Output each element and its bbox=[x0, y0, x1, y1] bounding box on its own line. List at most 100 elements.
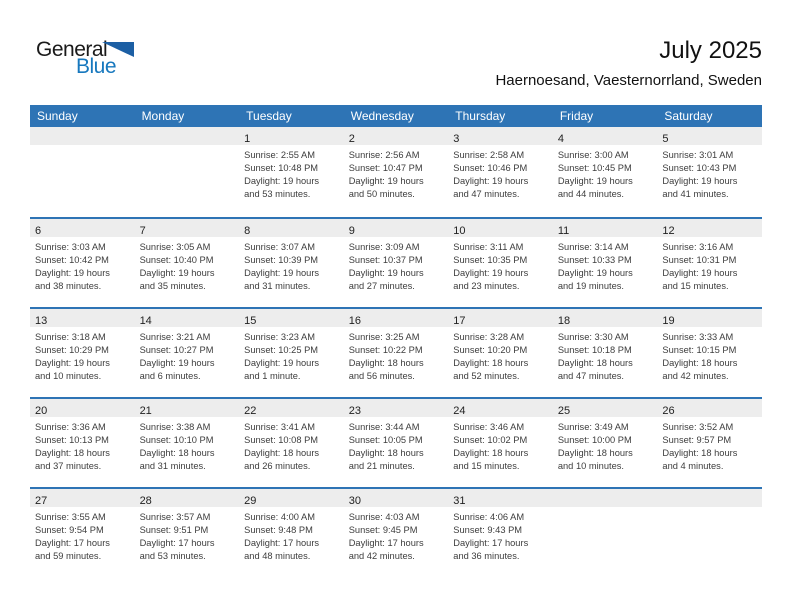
day-number: 15 bbox=[244, 315, 257, 327]
sunrise-text: Sunrise: 3:09 AM bbox=[348, 242, 420, 252]
day-cell: 11 Sunrise: 3:14 AM Sunset: 10:33 PM Day… bbox=[552, 219, 658, 307]
day-info: Sunrise: 3:57 AM Sunset: 9:51 PM Dayligh… bbox=[135, 507, 240, 563]
day-number-band bbox=[657, 489, 762, 507]
day-cell: 20 Sunrise: 3:36 AM Sunset: 10:13 PM Day… bbox=[30, 399, 135, 487]
day-info: Sunrise: 3:09 AM Sunset: 10:37 PM Daylig… bbox=[344, 237, 449, 293]
day-number: 13 bbox=[35, 315, 48, 327]
sunrise-text: Sunrise: 3:57 AM bbox=[139, 512, 211, 522]
day-cell: 26 Sunrise: 3:52 AM Sunset: 9:57 PM Dayl… bbox=[657, 399, 762, 487]
page-subtitle: Haernoesand, Vaesternorrland, Sweden bbox=[495, 72, 762, 89]
day-number: 10 bbox=[453, 225, 466, 237]
daylight-text: Daylight: 18 hours and 52 minutes. bbox=[453, 358, 529, 381]
sunset-text: Sunset: 10:48 PM bbox=[244, 163, 319, 173]
day-cell: 17 Sunrise: 3:28 AM Sunset: 10:20 PM Day… bbox=[448, 309, 553, 397]
sunset-text: Sunset: 10:18 PM bbox=[557, 345, 632, 355]
day-info: Sunrise: 3:36 AM Sunset: 10:13 PM Daylig… bbox=[30, 417, 135, 473]
sunset-text: Sunset: 10:31 PM bbox=[662, 255, 737, 265]
daylight-text: Daylight: 18 hours and 10 minutes. bbox=[557, 448, 633, 471]
day-number: 14 bbox=[139, 315, 152, 327]
weekday-header: Monday bbox=[141, 109, 185, 123]
day-cell: 14 Sunrise: 3:21 AM Sunset: 10:27 PM Day… bbox=[134, 309, 240, 397]
day-number-band bbox=[552, 489, 658, 507]
day-cell: 8 Sunrise: 3:07 AM Sunset: 10:39 PM Dayl… bbox=[239, 219, 344, 307]
day-number: 23 bbox=[348, 405, 361, 417]
day-cell: 25 Sunrise: 3:49 AM Sunset: 10:00 PM Day… bbox=[552, 399, 658, 487]
daylight-text: Daylight: 19 hours and 31 minutes. bbox=[244, 268, 320, 291]
day-cell: 6 Sunrise: 3:03 AM Sunset: 10:42 PM Dayl… bbox=[30, 219, 135, 307]
daylight-text: Daylight: 18 hours and 31 minutes. bbox=[139, 448, 215, 471]
sunrise-text: Sunrise: 3:44 AM bbox=[348, 422, 420, 432]
day-info: Sunrise: 3:14 AM Sunset: 10:33 PM Daylig… bbox=[553, 237, 658, 293]
day-info: Sunrise: 3:55 AM Sunset: 9:54 PM Dayligh… bbox=[30, 507, 135, 563]
day-number: 19 bbox=[662, 315, 675, 327]
sunrise-text: Sunrise: 3:30 AM bbox=[557, 332, 629, 342]
daylight-text: Daylight: 18 hours and 21 minutes. bbox=[348, 448, 424, 471]
daylight-text: Daylight: 17 hours and 59 minutes. bbox=[35, 538, 110, 561]
sunrise-text: Sunrise: 3:38 AM bbox=[139, 422, 211, 432]
day-number-band: 27 bbox=[30, 489, 135, 507]
day-number: 29 bbox=[244, 495, 257, 507]
day-info bbox=[135, 145, 240, 149]
day-number: 5 bbox=[662, 133, 669, 145]
sunrise-text: Sunrise: 3:49 AM bbox=[557, 422, 629, 432]
sunrise-text: Sunrise: 3:55 AM bbox=[35, 512, 106, 522]
sunset-text: Sunset: 10:00 PM bbox=[557, 435, 632, 445]
daylight-text: Daylight: 17 hours and 48 minutes. bbox=[244, 538, 320, 561]
day-number-band: 31 bbox=[448, 489, 553, 507]
day-number-band: 14 bbox=[134, 309, 240, 327]
day-number-band bbox=[30, 127, 135, 145]
day-cell bbox=[30, 127, 135, 217]
day-info: Sunrise: 3:05 AM Sunset: 10:40 PM Daylig… bbox=[135, 237, 240, 293]
day-info: Sunrise: 2:58 AM Sunset: 10:46 PM Daylig… bbox=[448, 145, 553, 201]
daylight-text: Daylight: 19 hours and 10 minutes. bbox=[35, 358, 110, 381]
day-cell: 12 Sunrise: 3:16 AM Sunset: 10:31 PM Day… bbox=[657, 219, 762, 307]
day-info bbox=[657, 507, 762, 511]
day-info: Sunrise: 3:00 AM Sunset: 10:45 PM Daylig… bbox=[553, 145, 658, 201]
day-number: 16 bbox=[348, 315, 361, 327]
day-number: 22 bbox=[244, 405, 257, 417]
day-number-band: 20 bbox=[30, 399, 135, 417]
day-cell: 7 Sunrise: 3:05 AM Sunset: 10:40 PM Dayl… bbox=[134, 219, 240, 307]
sunset-text: Sunset: 9:54 PM bbox=[35, 525, 104, 535]
daylight-text: Daylight: 18 hours and 56 minutes. bbox=[348, 358, 424, 381]
sunrise-text: Sunrise: 3:14 AM bbox=[557, 242, 629, 252]
day-number: 18 bbox=[557, 315, 571, 327]
day-number-band bbox=[134, 127, 240, 145]
day-cell: 31 Sunrise: 4:06 AM Sunset: 9:43 PM Dayl… bbox=[448, 489, 553, 577]
calendar-table: Sunday Monday Tuesday Wednesday Thursday Frid… bbox=[30, 105, 762, 577]
day-number-band: 10 bbox=[448, 219, 553, 237]
sunrise-text: Sunrise: 3:28 AM bbox=[453, 332, 525, 342]
day-info bbox=[553, 507, 658, 511]
sunset-text: Sunset: 10:20 PM bbox=[453, 345, 528, 355]
day-number-band: 11 bbox=[552, 219, 658, 237]
daylight-text: Daylight: 19 hours and 6 minutes. bbox=[139, 358, 215, 381]
day-cell: 28 Sunrise: 3:57 AM Sunset: 9:51 PM Dayl… bbox=[134, 489, 240, 577]
flag-triangle-icon bbox=[102, 42, 134, 57]
day-info: Sunrise: 3:30 AM Sunset: 10:18 PM Daylig… bbox=[553, 327, 658, 383]
day-info: Sunrise: 3:07 AM Sunset: 10:39 PM Daylig… bbox=[239, 237, 344, 293]
day-number: 12 bbox=[662, 225, 675, 237]
day-number: 3 bbox=[453, 133, 460, 145]
day-number: 1 bbox=[244, 133, 251, 145]
week-row: 27 Sunrise: 3:55 AM Sunset: 9:54 PM Dayl… bbox=[30, 487, 762, 577]
sunrise-text: Sunrise: 3:52 AM bbox=[662, 422, 734, 432]
sunrise-text: Sunrise: 3:07 AM bbox=[244, 242, 315, 252]
day-number-band: 23 bbox=[343, 399, 449, 417]
week-row: 6 Sunrise: 3:03 AM Sunset: 10:42 PM Dayl… bbox=[30, 217, 762, 307]
day-number-band: 29 bbox=[239, 489, 344, 507]
weekday-header: Friday bbox=[559, 109, 594, 123]
daylight-text: Daylight: 17 hours and 53 minutes. bbox=[139, 538, 215, 561]
week-row: 20 Sunrise: 3:36 AM Sunset: 10:13 PM Day… bbox=[30, 397, 762, 487]
day-number-band: 24 bbox=[448, 399, 553, 417]
daylight-text: Daylight: 19 hours and 44 minutes. bbox=[557, 176, 633, 199]
day-number-band: 6 bbox=[30, 219, 135, 237]
day-number-band: 26 bbox=[657, 399, 762, 417]
sunset-text: Sunset: 10:05 PM bbox=[348, 435, 423, 445]
sunset-text: Sunset: 10:25 PM bbox=[244, 345, 319, 355]
daylight-text: Daylight: 17 hours and 36 minutes. bbox=[453, 538, 529, 561]
day-number: 17 bbox=[453, 315, 466, 327]
daylight-text: Daylight: 19 hours and 53 minutes. bbox=[244, 176, 320, 199]
weekday-header: Wednesday bbox=[350, 109, 414, 123]
day-info: Sunrise: 3:25 AM Sunset: 10:22 PM Daylig… bbox=[344, 327, 449, 383]
